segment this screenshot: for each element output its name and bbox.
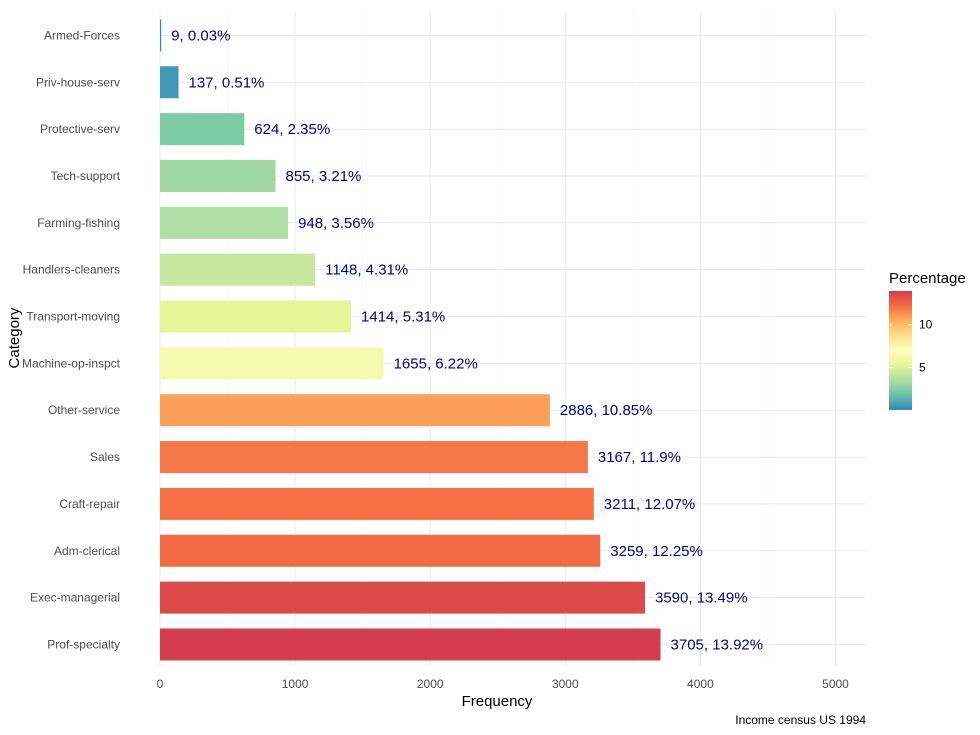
y-tick-label: Craft-repair — [59, 497, 120, 511]
data-label: 2886, 10.85% — [560, 402, 653, 419]
data-label: 3590, 13.49% — [655, 590, 748, 607]
y-tick-label: Priv-house-serv — [36, 75, 120, 89]
data-label: 855, 3.21% — [286, 168, 362, 185]
x-axis-title: Frequency — [462, 693, 533, 710]
bar-adm-clerical — [160, 534, 601, 567]
legend-title: Percentage — [889, 270, 966, 287]
x-tick-labels: 0 1000 2000 3000 4000 5000 — [157, 677, 850, 691]
chart-caption: Income census US 1994 — [735, 713, 866, 727]
bar-prof-specialty — [160, 628, 661, 661]
y-tick-label: Handlers-cleaners — [23, 263, 120, 277]
data-label: 137, 0.51% — [189, 74, 265, 91]
y-tick-label: Sales — [90, 450, 120, 464]
legend-tick-label: 10 — [919, 318, 933, 332]
y-axis-title: Category — [6, 307, 23, 368]
y-tick-label: Farming-fishing — [37, 216, 120, 230]
x-tick-label: 1000 — [282, 677, 309, 691]
data-label: 3167, 11.9% — [598, 449, 681, 466]
bar-machine-op-inspct — [160, 347, 384, 380]
bar-transport-moving — [160, 300, 352, 333]
x-tick-label: 4000 — [687, 677, 714, 691]
y-tick-label: Tech-support — [51, 169, 121, 183]
y-tick-label: Protective-serv — [40, 122, 120, 136]
bar-armed-forces — [160, 19, 162, 52]
data-label: 1655, 6.22% — [394, 355, 478, 372]
y-tick-label: Exec-managerial — [30, 591, 120, 605]
legend-colorbar — [889, 291, 912, 410]
bar-sales — [160, 441, 588, 474]
data-label: 3705, 13.92% — [671, 636, 764, 653]
data-label: 624, 2.35% — [254, 121, 330, 138]
x-tick-label: 2000 — [417, 677, 444, 691]
data-label: 3259, 12.25% — [610, 543, 703, 560]
data-labels: 3705, 13.92% 3590, 13.49% 3259, 12.25% 3211… — [171, 27, 763, 653]
bar-exec-managerial — [160, 581, 646, 614]
data-label: 3211, 12.07% — [604, 496, 695, 513]
bar-priv-house-serv — [160, 66, 179, 99]
y-tick-labels: Prof-specialty Exec-managerial Adm-clerica… — [22, 28, 121, 651]
grid — [159, 12, 866, 666]
y-tick-label: Transport-moving — [26, 310, 120, 324]
bar-tech-support — [160, 159, 276, 192]
bars — [160, 19, 661, 661]
y-tick-label: Armed-Forces — [44, 28, 120, 42]
x-tick-label: 0 — [157, 677, 164, 691]
x-tick-label: 5000 — [822, 677, 849, 691]
data-label: 1414, 5.31% — [361, 309, 445, 326]
bar-handlers-cleaners — [160, 253, 316, 286]
bar-protective-serv — [160, 113, 245, 146]
data-label: 9, 0.03% — [171, 27, 230, 44]
data-label: 948, 3.56% — [298, 215, 374, 232]
bar-craft-repair — [160, 487, 594, 520]
color-legend: Percentage 5 10 — [889, 270, 966, 410]
y-tick-label: Other-service — [48, 403, 120, 417]
data-label: 1148, 4.31% — [325, 262, 408, 279]
y-tick-label: Adm-clerical — [54, 544, 120, 558]
y-tick-label: Prof-specialty — [47, 637, 120, 651]
legend-tick-label: 5 — [919, 360, 926, 374]
bar-farming-fishing — [160, 206, 289, 239]
y-tick-label: Machine-op-inspct — [22, 356, 121, 370]
x-tick-label: 3000 — [552, 677, 579, 691]
bar-other-service — [160, 394, 550, 427]
